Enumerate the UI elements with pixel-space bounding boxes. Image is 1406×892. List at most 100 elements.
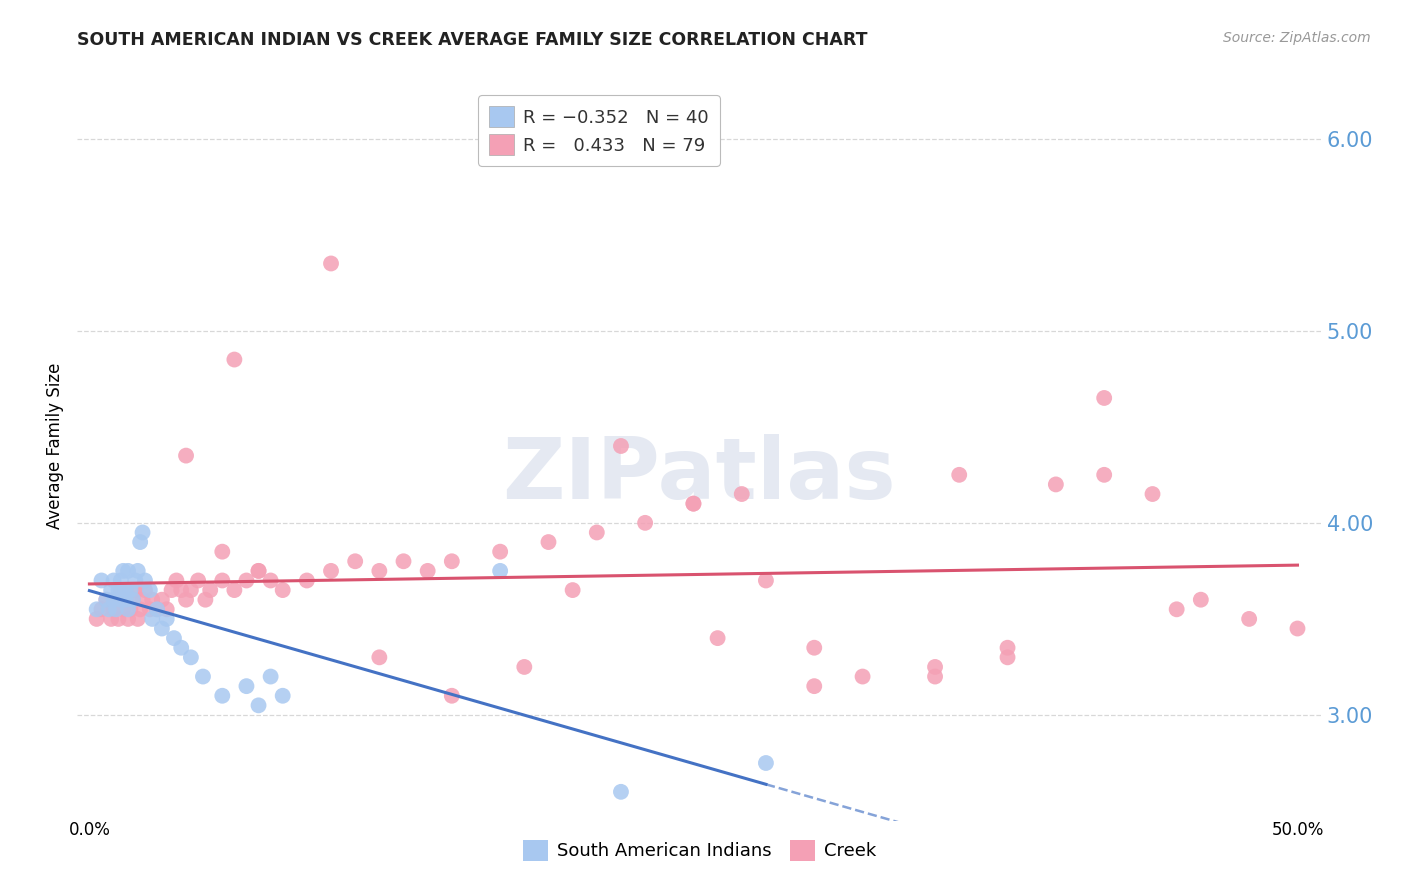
Point	[112, 564, 135, 578]
Point	[129, 535, 152, 549]
Point	[1166, 602, 1188, 616]
Point	[114, 592, 136, 607]
Point	[416, 564, 439, 578]
Point	[117, 612, 139, 626]
Point	[134, 583, 156, 598]
Point	[997, 650, 1019, 665]
Point	[247, 564, 270, 578]
Point	[107, 583, 129, 598]
Point	[103, 592, 125, 607]
Point	[585, 525, 607, 540]
Point	[1237, 612, 1260, 626]
Point	[97, 602, 120, 616]
Point	[90, 574, 112, 588]
Point	[295, 574, 318, 588]
Point	[114, 592, 136, 607]
Point	[259, 574, 281, 588]
Point	[127, 612, 149, 626]
Point	[100, 583, 122, 598]
Point	[259, 669, 281, 683]
Point	[440, 554, 463, 568]
Point	[120, 602, 142, 616]
Point	[803, 679, 825, 693]
Point	[211, 574, 233, 588]
Point	[103, 602, 125, 616]
Point	[1286, 622, 1309, 636]
Text: 50.0%: 50.0%	[1271, 821, 1323, 838]
Point	[344, 554, 367, 568]
Point	[924, 660, 946, 674]
Point	[100, 612, 122, 626]
Point	[104, 602, 127, 616]
Point	[755, 574, 778, 588]
Point	[634, 516, 657, 530]
Point	[160, 583, 183, 598]
Point	[117, 602, 139, 616]
Point	[146, 602, 169, 616]
Point	[86, 602, 108, 616]
Point	[141, 592, 163, 607]
Point	[129, 602, 152, 616]
Point	[180, 583, 202, 598]
Point	[86, 612, 108, 626]
Point	[194, 592, 217, 607]
Text: ZIPatlas: ZIPatlas	[502, 434, 897, 517]
Point	[610, 785, 633, 799]
Point	[174, 592, 197, 607]
Point	[561, 583, 583, 598]
Point	[1045, 477, 1067, 491]
Point	[141, 612, 163, 626]
Point	[731, 487, 754, 501]
Point	[235, 679, 257, 693]
Point	[948, 467, 970, 482]
Text: Source: ZipAtlas.com: Source: ZipAtlas.com	[1223, 31, 1371, 45]
Point	[150, 622, 173, 636]
Point	[112, 602, 135, 616]
Point	[131, 592, 153, 607]
Point	[114, 583, 136, 598]
Point	[90, 602, 112, 616]
Point	[1092, 467, 1115, 482]
Point	[271, 583, 294, 598]
Point	[610, 439, 633, 453]
Point	[682, 497, 704, 511]
Point	[96, 592, 118, 607]
Point	[180, 650, 202, 665]
Point	[392, 554, 415, 568]
Point	[156, 612, 179, 626]
Point	[319, 256, 342, 270]
Point	[187, 574, 209, 588]
Point	[150, 592, 173, 607]
Point	[131, 525, 153, 540]
Point	[851, 669, 873, 683]
Point	[107, 612, 129, 626]
Point	[755, 756, 778, 770]
Point	[997, 640, 1019, 655]
Point	[110, 574, 132, 588]
Point	[271, 689, 294, 703]
Point	[247, 564, 270, 578]
Point	[440, 689, 463, 703]
Point	[170, 640, 193, 655]
Point	[134, 574, 156, 588]
Point	[211, 689, 233, 703]
Point	[211, 544, 233, 558]
Point	[139, 583, 162, 598]
Point	[146, 602, 169, 616]
Point	[139, 602, 162, 616]
Point	[163, 631, 186, 645]
Point	[117, 564, 139, 578]
Point	[489, 564, 512, 578]
Point	[165, 574, 187, 588]
Point	[174, 449, 197, 463]
Point	[110, 592, 132, 607]
Point	[110, 583, 132, 598]
Point	[319, 564, 342, 578]
Point	[1189, 592, 1212, 607]
Point	[191, 669, 214, 683]
Point	[122, 592, 145, 607]
Point	[120, 583, 142, 598]
Point	[368, 564, 391, 578]
Point	[235, 574, 257, 588]
Point	[513, 660, 536, 674]
